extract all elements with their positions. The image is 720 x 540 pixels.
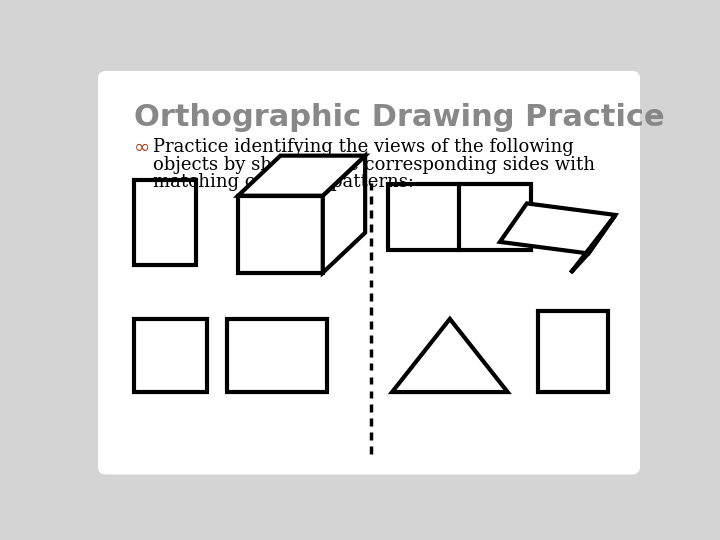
Polygon shape — [238, 156, 365, 195]
Bar — [539, 311, 608, 392]
Polygon shape — [500, 204, 616, 253]
Bar — [134, 319, 207, 392]
Text: objects by shading the corresponding sides with: objects by shading the corresponding sid… — [153, 156, 595, 174]
Polygon shape — [323, 156, 365, 273]
FancyBboxPatch shape — [98, 71, 640, 475]
Text: Orthographic Drawing Practice: Orthographic Drawing Practice — [134, 103, 665, 132]
Text: matching colors or patterns:: matching colors or patterns: — [153, 173, 415, 191]
Text: ∞: ∞ — [134, 138, 150, 157]
Polygon shape — [392, 319, 508, 392]
Bar — [227, 319, 327, 392]
Text: Practice identifying the views of the following: Practice identifying the views of the fo… — [153, 138, 574, 156]
Bar — [134, 180, 196, 265]
Polygon shape — [238, 195, 323, 273]
Polygon shape — [571, 215, 616, 273]
Bar — [388, 184, 531, 249]
